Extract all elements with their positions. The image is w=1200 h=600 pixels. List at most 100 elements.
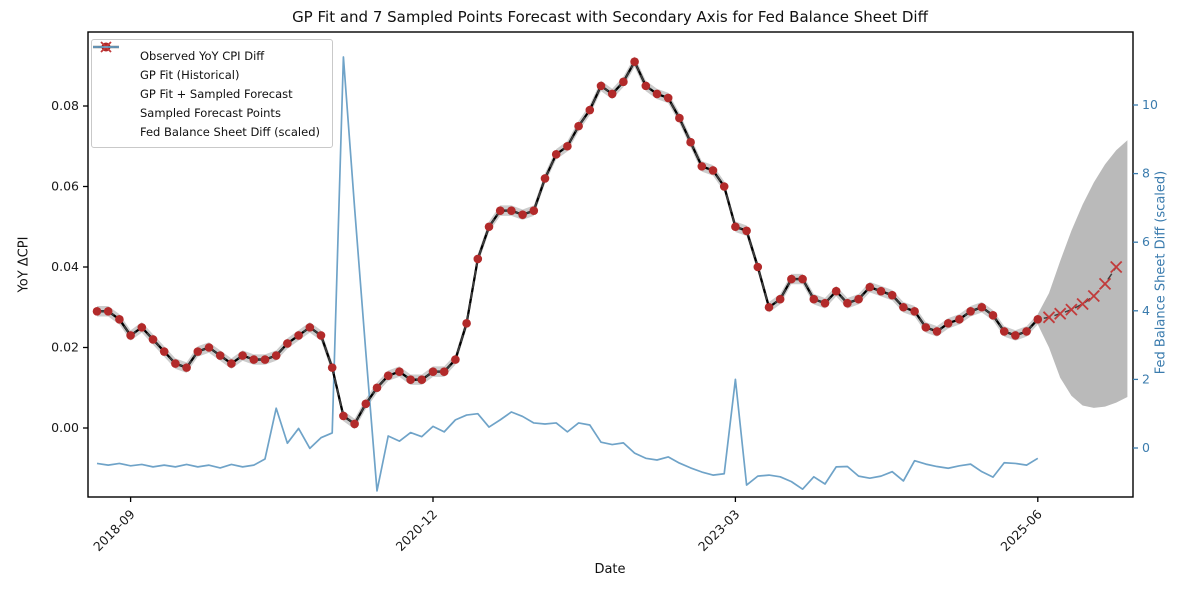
plot-frame bbox=[87, 31, 1134, 498]
observed-point bbox=[652, 89, 662, 99]
observed-point bbox=[921, 323, 931, 332]
right-tick-label: 4 bbox=[1142, 303, 1150, 318]
observed-point bbox=[417, 375, 427, 385]
forecast-x-marker bbox=[1076, 297, 1089, 311]
chart-title: GP Fit and 7 Sampled Points Forecast wit… bbox=[292, 8, 928, 26]
left-tick-label: 0.02 bbox=[51, 340, 79, 355]
observed-point bbox=[495, 206, 505, 215]
observed-point bbox=[249, 355, 259, 364]
forecast-x-marker bbox=[1110, 260, 1123, 274]
observed-point bbox=[305, 323, 315, 332]
observed-point bbox=[137, 323, 147, 332]
observed-point bbox=[372, 383, 382, 393]
observed-point bbox=[350, 419, 359, 429]
observed-point bbox=[596, 81, 606, 91]
observed-point bbox=[697, 162, 707, 171]
observed-point bbox=[831, 286, 841, 296]
observed-point bbox=[462, 319, 471, 328]
observed-point bbox=[182, 363, 191, 372]
forecast-x-marker bbox=[1065, 303, 1078, 316]
observed-point bbox=[719, 182, 729, 191]
observed-point bbox=[775, 294, 785, 304]
legend-label: GP Fit (Historical) bbox=[140, 67, 240, 82]
right-axis-ticks: 0 2 4 6 8 10 bbox=[1133, 97, 1158, 455]
x-tick-label: 2020-12 bbox=[393, 507, 441, 555]
observed-point bbox=[943, 319, 953, 328]
x-tick-label: 2023-03 bbox=[695, 507, 743, 555]
observed-point bbox=[686, 137, 695, 147]
x-tick-label: 2018-09 bbox=[90, 506, 138, 554]
observed-point bbox=[383, 371, 393, 380]
left-axis-ticks: 0.00 0.02 0.04 0.06 0.08 bbox=[51, 98, 88, 435]
legend: Observed YoY CPI Diff GP Fit (Historical… bbox=[91, 39, 333, 148]
observed-point bbox=[126, 331, 135, 340]
observed-point bbox=[887, 290, 897, 300]
x-axis-label: Date bbox=[594, 562, 626, 577]
observed-point bbox=[574, 121, 583, 131]
observed-point bbox=[406, 375, 415, 385]
right-tick-label: 6 bbox=[1142, 234, 1150, 249]
legend-item-forecast-points: Sampled Forecast Points bbox=[100, 41, 320, 122]
observed-point bbox=[103, 306, 113, 316]
observed-point bbox=[607, 89, 617, 99]
observed-point bbox=[507, 206, 516, 215]
observed-point bbox=[204, 343, 214, 352]
observed-point bbox=[742, 226, 751, 236]
observed-point bbox=[171, 359, 180, 368]
observed-point bbox=[563, 141, 572, 151]
x-axis-ticks: 2018-09 2020-12 2023-03 2025-06 bbox=[90, 497, 1045, 554]
observed-point bbox=[473, 254, 483, 264]
observed-point bbox=[215, 351, 225, 360]
observed-point bbox=[451, 355, 460, 364]
observed-point bbox=[271, 351, 281, 360]
observed-point bbox=[675, 113, 684, 123]
observed-point bbox=[518, 210, 527, 219]
forecast-x-marker bbox=[1098, 277, 1112, 291]
legend-item-gp-fit: GP Fit (Historical) bbox=[93, 45, 320, 84]
observed-point bbox=[787, 274, 796, 284]
observed-point bbox=[585, 105, 595, 115]
observed-point bbox=[708, 166, 718, 175]
observed-point bbox=[731, 222, 740, 232]
observed-point bbox=[484, 222, 494, 232]
observed-point bbox=[115, 315, 124, 324]
legend-label: GP Fit + Sampled Forecast bbox=[140, 86, 293, 101]
observed-point bbox=[439, 367, 449, 376]
observed-point bbox=[809, 294, 819, 304]
y-axis-label-left: YoY ΔCPI bbox=[16, 236, 32, 293]
left-tick-label: 0.08 bbox=[51, 98, 79, 113]
observed-point bbox=[529, 206, 539, 215]
observed-point bbox=[798, 274, 807, 284]
observed-point bbox=[260, 355, 270, 364]
legend-item-fed: Fed Balance Sheet Diff (scaled) bbox=[93, 46, 320, 141]
observed-point bbox=[876, 286, 886, 296]
observed-point bbox=[966, 306, 975, 316]
observed-point bbox=[764, 302, 774, 312]
observed-point bbox=[619, 77, 628, 87]
observed-point bbox=[92, 306, 102, 316]
observed-point bbox=[540, 174, 550, 183]
observed-point bbox=[977, 302, 987, 312]
observed-point bbox=[159, 347, 169, 356]
left-tick-label: 0.04 bbox=[51, 259, 79, 274]
observed-point bbox=[1022, 327, 1031, 336]
observed-points bbox=[92, 57, 1043, 429]
observed-point bbox=[428, 367, 438, 376]
observed-point bbox=[663, 93, 673, 103]
left-tick-label: 0.06 bbox=[51, 179, 79, 194]
right-tick-label: 2 bbox=[1142, 371, 1150, 386]
forecast-band bbox=[1037, 140, 1128, 408]
observed-point bbox=[630, 57, 639, 67]
observed-point bbox=[641, 81, 651, 91]
fed-line bbox=[96, 56, 1039, 492]
legend-label: Sampled Forecast Points bbox=[140, 105, 281, 120]
legend-label: Observed YoY CPI Diff bbox=[140, 48, 265, 63]
observed-point bbox=[339, 411, 348, 421]
right-tick-label: 10 bbox=[1142, 97, 1158, 112]
observed-point bbox=[283, 339, 292, 348]
y-axis-label-right: Fed Balance Sheet Diff (scaled) bbox=[1153, 170, 1169, 375]
forecast-x-points bbox=[1042, 260, 1123, 324]
observed-point bbox=[294, 331, 303, 340]
